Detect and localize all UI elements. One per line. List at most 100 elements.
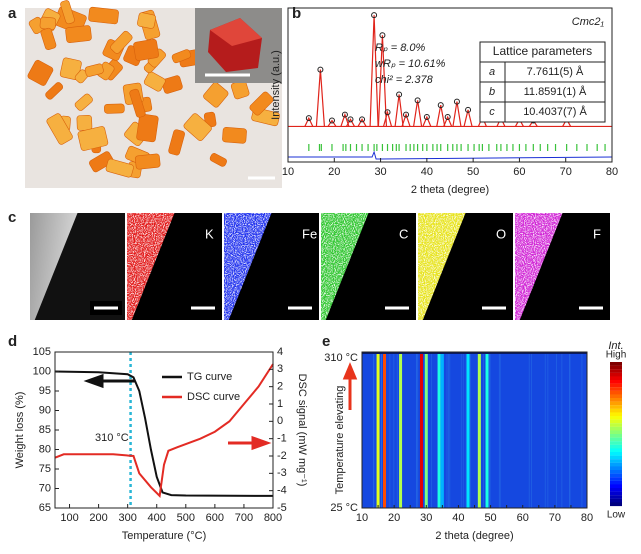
panel-label: d — [8, 333, 17, 350]
colorbar-segment — [610, 448, 622, 453]
crystal — [88, 6, 119, 25]
legend-label: DSC curve — [187, 391, 240, 403]
colorbar-segment — [610, 484, 622, 489]
x-tick-label: 500 — [177, 512, 195, 524]
y-end-label: 25 °C — [330, 502, 358, 514]
panel-label: c — [8, 209, 16, 226]
colorbar-segment — [610, 480, 622, 485]
colorbar-segment — [610, 372, 622, 377]
crystal — [104, 103, 125, 114]
element-map — [418, 213, 466, 320]
arrow — [83, 373, 135, 389]
refinement-stat: wRₚ = 10.61% — [375, 58, 446, 70]
observed-point — [403, 111, 410, 118]
colorbar-high: High — [606, 350, 627, 361]
y-end-label: 310 °C — [324, 352, 358, 364]
x-tick-label: 70 — [560, 166, 572, 178]
colorbar-low: Low — [607, 510, 626, 521]
y2-tick-label: -1 — [277, 433, 287, 445]
calculated-peak — [413, 100, 423, 127]
x-tick-label: 40 — [421, 166, 433, 178]
x-tick-label: 60 — [513, 166, 525, 178]
difference-curve — [288, 150, 613, 160]
colorbar-segment — [610, 455, 622, 460]
y2-tick-label: 3 — [277, 363, 283, 375]
crystal — [249, 91, 274, 116]
crystal — [143, 71, 166, 92]
crystal — [27, 59, 54, 86]
legend-label: TG curve — [187, 371, 232, 383]
x-tick-label: 200 — [89, 512, 107, 524]
crystal — [134, 153, 161, 170]
colorbar-segment — [610, 437, 622, 442]
colorbar-segment — [610, 426, 622, 431]
heatmap-background — [362, 352, 587, 508]
crystal — [40, 27, 57, 50]
diffraction-line — [399, 352, 403, 508]
calculated-peak — [304, 116, 314, 127]
observed-point — [317, 66, 324, 73]
table-cell: 11.8591(1) Å — [524, 85, 587, 98]
colorbar-segment — [610, 495, 622, 499]
y-axis-label: Weight loss (%) — [14, 392, 26, 469]
diffraction-line — [440, 352, 444, 508]
observed-point — [444, 113, 451, 120]
calculated-peak — [369, 15, 379, 127]
calculated-peak — [315, 69, 325, 127]
crystal — [183, 113, 212, 141]
colorbar-segment — [610, 488, 622, 492]
colorbar-segment — [610, 387, 622, 391]
y2-axis-label: DSC signal (mW mg⁻¹) — [296, 374, 308, 487]
diffraction-line — [419, 352, 423, 508]
diffraction-line — [383, 352, 386, 508]
calculated-peak — [357, 118, 367, 127]
x-tick-label: 30 — [374, 166, 386, 178]
crystal — [105, 158, 134, 178]
diffraction-line — [477, 352, 481, 508]
colorbar-segment — [610, 444, 622, 449]
x-tick-label: 300 — [118, 512, 136, 524]
colorbar-segment — [610, 502, 622, 507]
crystal — [133, 38, 159, 61]
crystal — [60, 0, 75, 25]
colorbar-segment — [610, 498, 622, 503]
x-axis-label: 2 theta (degree) — [411, 184, 489, 196]
x-tick-label: 20 — [328, 166, 340, 178]
refinement-stat: Rₚ = 8.0% — [375, 42, 425, 54]
y-tick-label: 65 — [39, 502, 51, 514]
calculated-peak — [452, 101, 462, 127]
series-line — [54, 370, 274, 497]
diffraction-line — [466, 352, 470, 508]
calculated-peak — [327, 119, 337, 127]
x-tick-label: 50 — [484, 512, 496, 524]
y2-tick-label: 1 — [277, 398, 283, 410]
observed-point — [465, 106, 472, 113]
panel-label: e — [322, 333, 330, 350]
observed-point — [347, 116, 354, 123]
crystal — [84, 63, 104, 77]
calculated-peak — [382, 110, 393, 127]
reference-label: 310 °C — [95, 432, 129, 444]
y-tick-label: 105 — [33, 346, 51, 358]
x-tick-label: 100 — [60, 512, 78, 524]
x-tick-label: 80 — [581, 512, 593, 524]
colorbar-segment — [610, 398, 622, 402]
calculated-peak — [422, 115, 432, 127]
table-cell: c — [489, 106, 495, 118]
colorbar-segment — [610, 405, 622, 409]
observed-point — [453, 98, 460, 105]
map-label: F — [593, 226, 601, 241]
colorbar-segment — [610, 462, 622, 467]
y2-tick-label: -3 — [277, 467, 287, 479]
crystal — [222, 127, 247, 144]
colorbar-segment — [610, 376, 622, 381]
colorbar-segment — [610, 473, 622, 478]
calculated-peak — [394, 94, 404, 127]
diffraction-line — [424, 352, 428, 508]
panel-label: a — [8, 5, 17, 22]
crystal — [65, 25, 92, 43]
colorbar-segment — [610, 430, 622, 435]
table-cell: 7.7611(5) Å — [527, 65, 584, 78]
observed-point — [359, 116, 366, 123]
